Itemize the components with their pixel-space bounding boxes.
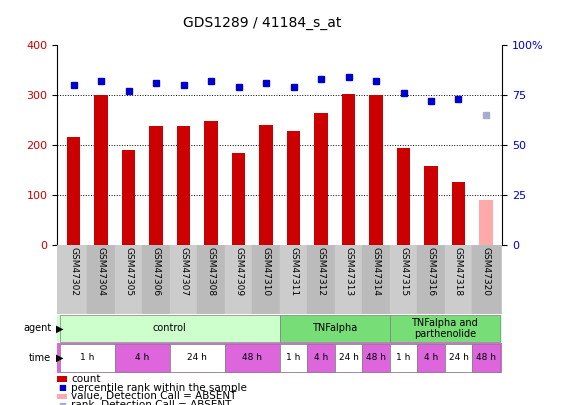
Bar	[479, 200, 493, 245]
Bar	[67, 137, 81, 245]
Bar	[390, 343, 417, 372]
Bar	[176, 126, 191, 245]
Text: TNFalpha and
parthenolide: TNFalpha and parthenolide	[411, 318, 478, 339]
Bar	[445, 245, 472, 314]
Text: percentile rank within the sample: percentile rank within the sample	[71, 383, 247, 392]
Text: 48 h: 48 h	[242, 353, 262, 362]
Bar	[115, 245, 142, 314]
Text: GDS1289 / 41184_s_at: GDS1289 / 41184_s_at	[183, 16, 342, 30]
Bar	[198, 245, 225, 314]
Bar	[341, 94, 355, 245]
Bar	[445, 343, 472, 372]
Bar	[397, 148, 411, 245]
Text: GSM47314: GSM47314	[372, 247, 380, 296]
Text: ▶: ▶	[56, 353, 63, 363]
Bar	[369, 95, 383, 245]
Bar	[280, 245, 307, 314]
Bar	[390, 245, 417, 314]
Bar	[307, 343, 335, 372]
Bar	[60, 315, 280, 342]
Text: GSM47309: GSM47309	[234, 247, 243, 296]
Text: GSM47320: GSM47320	[481, 247, 490, 296]
Text: GSM47313: GSM47313	[344, 247, 353, 296]
Text: 48 h: 48 h	[476, 353, 496, 362]
Bar	[417, 245, 445, 314]
Text: 24 h: 24 h	[449, 353, 468, 362]
Bar	[362, 343, 390, 372]
Bar	[287, 131, 300, 245]
Bar	[472, 245, 500, 314]
Text: GSM47318: GSM47318	[454, 247, 463, 296]
Bar	[225, 343, 280, 372]
Bar	[232, 153, 246, 245]
Text: 4 h: 4 h	[424, 353, 438, 362]
Bar	[204, 121, 218, 245]
Bar	[424, 166, 438, 245]
Text: 1 h: 1 h	[80, 353, 95, 362]
Bar	[280, 315, 390, 342]
Bar	[87, 245, 115, 314]
Text: rank, Detection Call = ABSENT: rank, Detection Call = ABSENT	[71, 401, 232, 405]
Bar	[115, 343, 170, 372]
Text: 4 h: 4 h	[314, 353, 328, 362]
Text: GSM47316: GSM47316	[427, 247, 436, 296]
Bar	[170, 343, 225, 372]
Bar	[259, 125, 273, 245]
Text: agent: agent	[23, 324, 51, 333]
Bar	[280, 343, 307, 372]
Bar	[417, 343, 445, 372]
Bar	[94, 95, 108, 245]
Text: GSM47315: GSM47315	[399, 247, 408, 296]
Text: 1 h: 1 h	[286, 353, 301, 362]
Text: 48 h: 48 h	[366, 353, 386, 362]
Bar	[472, 343, 500, 372]
Bar	[362, 245, 390, 314]
Text: 1 h: 1 h	[396, 353, 411, 362]
Bar	[452, 182, 465, 245]
Text: 24 h: 24 h	[187, 353, 207, 362]
Text: value, Detection Call = ABSENT: value, Detection Call = ABSENT	[71, 392, 237, 401]
Text: ▶: ▶	[56, 324, 63, 333]
Text: control: control	[153, 324, 187, 333]
Bar	[142, 245, 170, 314]
Text: GSM47307: GSM47307	[179, 247, 188, 296]
Text: GSM47311: GSM47311	[289, 247, 298, 296]
Text: GSM47308: GSM47308	[207, 247, 216, 296]
Text: GSM47310: GSM47310	[262, 247, 271, 296]
Bar	[225, 245, 252, 314]
Bar	[252, 245, 280, 314]
Text: ■: ■	[58, 401, 66, 405]
Bar	[149, 126, 163, 245]
Bar	[60, 343, 115, 372]
Text: GSM47302: GSM47302	[69, 247, 78, 296]
Text: 24 h: 24 h	[339, 353, 359, 362]
Bar	[335, 343, 362, 372]
Text: TNFalpha: TNFalpha	[312, 324, 357, 333]
Text: count: count	[71, 374, 101, 384]
Bar	[170, 245, 198, 314]
Bar	[122, 150, 135, 245]
Text: GSM47304: GSM47304	[96, 247, 106, 296]
Text: GSM47312: GSM47312	[316, 247, 325, 296]
Bar	[390, 315, 500, 342]
Bar	[335, 245, 362, 314]
Text: GSM47305: GSM47305	[124, 247, 133, 296]
Text: time: time	[29, 353, 51, 363]
Text: GSM47306: GSM47306	[151, 247, 160, 296]
Text: ■: ■	[58, 383, 66, 392]
Bar	[60, 245, 87, 314]
Bar	[307, 245, 335, 314]
Text: 4 h: 4 h	[135, 353, 150, 362]
Bar	[314, 113, 328, 245]
